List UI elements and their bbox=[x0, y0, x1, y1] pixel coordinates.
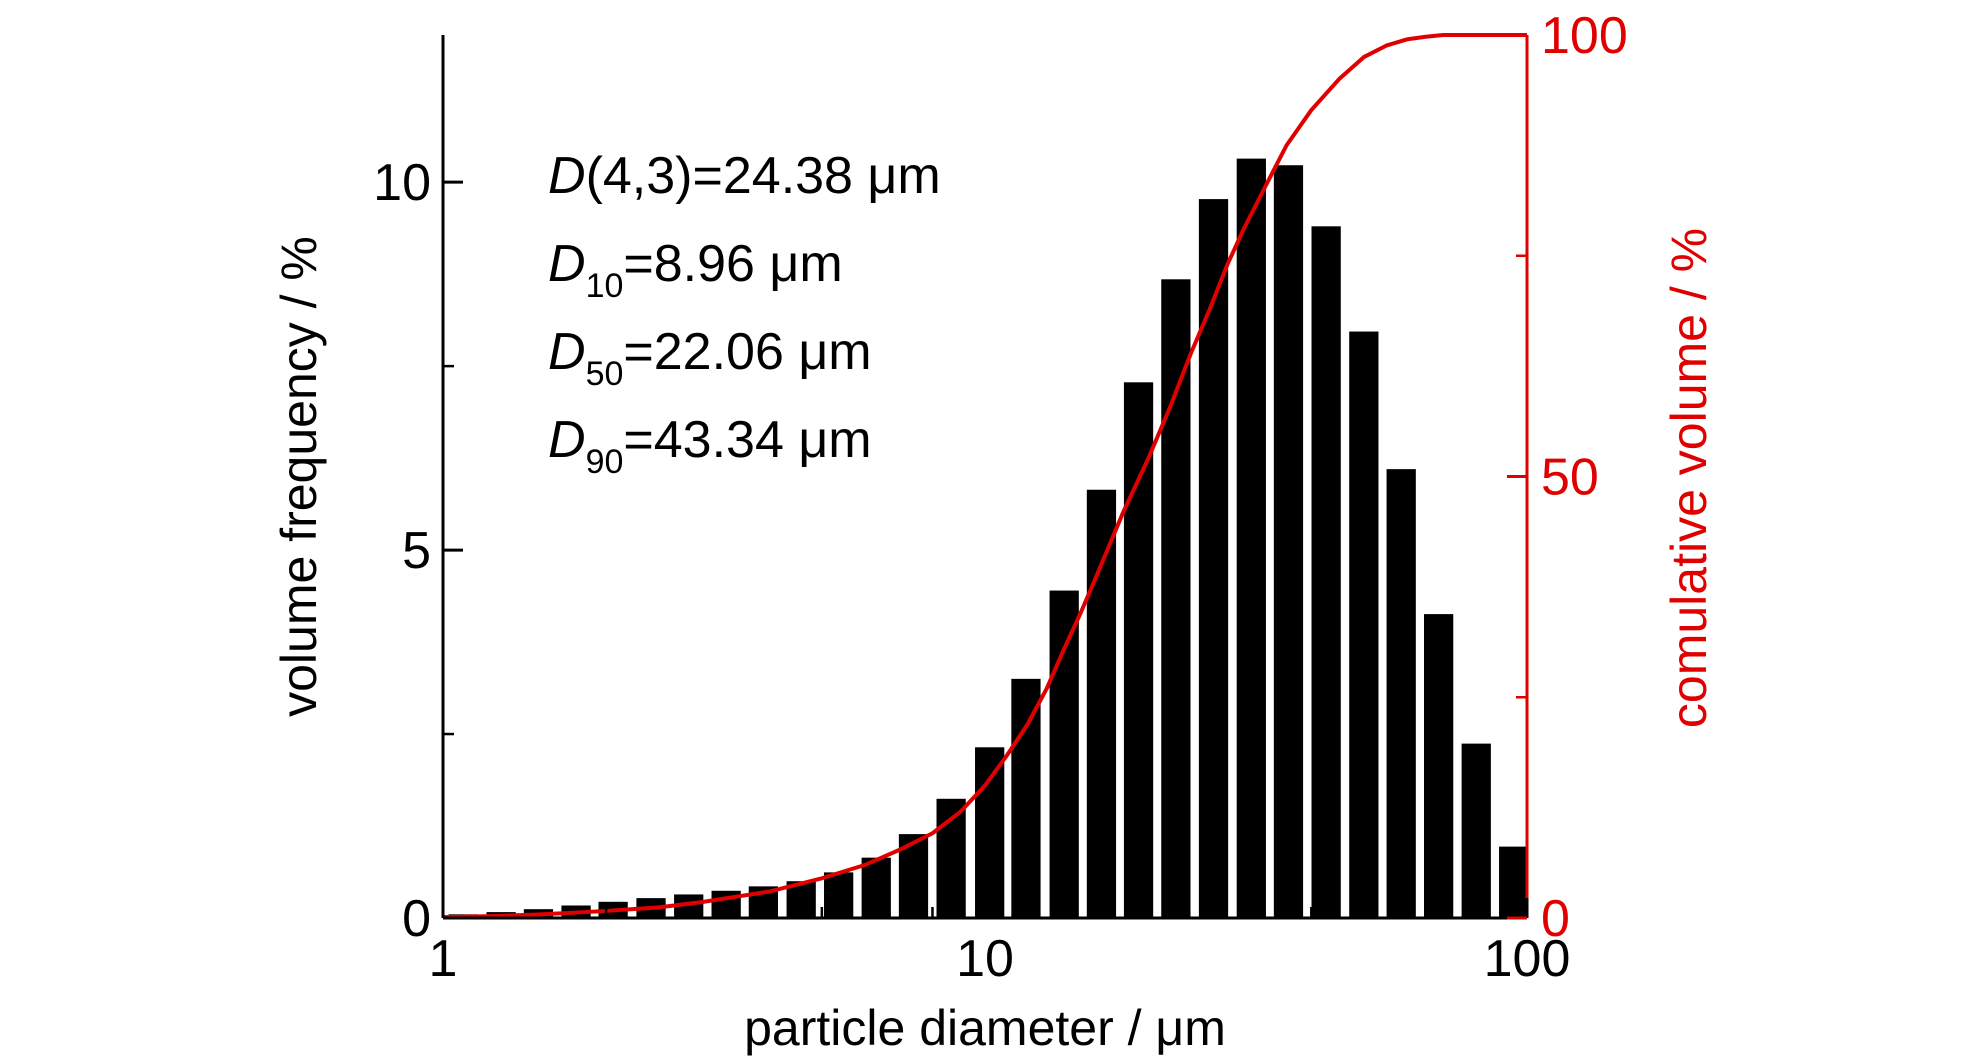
annotation-symbol: D bbox=[548, 147, 586, 205]
cumulative-volume-line bbox=[442, 33, 1527, 920]
annotation-symbol: D bbox=[548, 323, 586, 381]
histogram-bar bbox=[674, 894, 704, 918]
annotation-value: (4,3)=24.38 μm bbox=[586, 147, 941, 205]
axes-layer bbox=[441, 33, 1529, 920]
histogram-bar bbox=[1086, 489, 1117, 918]
histogram-bar bbox=[1011, 678, 1041, 918]
annotation-subscript: 90 bbox=[586, 443, 624, 481]
cumulative-curve-layer bbox=[442, 33, 1527, 920]
left-y-tick-label: 0 bbox=[402, 890, 431, 948]
left-y-tick-label: 10 bbox=[373, 154, 431, 212]
annotation-subscript: 10 bbox=[586, 267, 624, 305]
histogram-bar bbox=[975, 747, 1005, 918]
histogram-bar bbox=[1236, 158, 1266, 918]
histogram-bar bbox=[1198, 199, 1229, 919]
histogram-bar bbox=[1386, 469, 1416, 918]
left-y-axis-title: volume frequency / % bbox=[271, 236, 327, 717]
statistic-annotation: D90=43.34 μm bbox=[548, 411, 872, 481]
x-tick-label: 10 bbox=[956, 930, 1014, 988]
x-tick-label: 1 bbox=[429, 930, 458, 988]
annotation-value: =8.96 μm bbox=[623, 235, 842, 293]
histogram-bar bbox=[1161, 279, 1191, 918]
histogram-bar bbox=[1461, 743, 1491, 918]
right-y-tick-label: 50 bbox=[1541, 449, 1599, 507]
statistic-annotation: D50=22.06 μm bbox=[548, 323, 872, 393]
right-y-tick-label: 0 bbox=[1541, 890, 1570, 948]
histogram-bar bbox=[861, 857, 891, 918]
histogram-bar bbox=[1499, 846, 1529, 918]
histogram-bar bbox=[1273, 165, 1304, 919]
histogram-bar bbox=[1424, 614, 1454, 918]
histogram-bar bbox=[1349, 331, 1379, 918]
right-y-axis-title: comulative volume / % bbox=[1661, 228, 1717, 728]
statistic-annotation: D10=8.96 μm bbox=[548, 235, 843, 305]
statistic-annotation: D(4,3)=24.38 μm bbox=[548, 147, 941, 205]
annotation-value: =22.06 μm bbox=[623, 323, 871, 381]
annotation-value: =43.34 μm bbox=[623, 411, 871, 469]
histogram-bar bbox=[1311, 226, 1341, 918]
histogram-bar bbox=[1049, 590, 1079, 918]
annotation-symbol: D bbox=[548, 235, 586, 293]
left-y-tick-label: 5 bbox=[402, 522, 431, 580]
right-y-tick-label: 100 bbox=[1541, 7, 1628, 65]
histogram-bar bbox=[824, 872, 854, 918]
annotation-subscript: 50 bbox=[586, 355, 624, 393]
x-tick-label: 100 bbox=[1484, 930, 1571, 988]
histogram-bar bbox=[1123, 382, 1154, 918]
x-axis-title: particle diameter / μm bbox=[744, 1000, 1226, 1056]
annotation-symbol: D bbox=[548, 411, 586, 469]
